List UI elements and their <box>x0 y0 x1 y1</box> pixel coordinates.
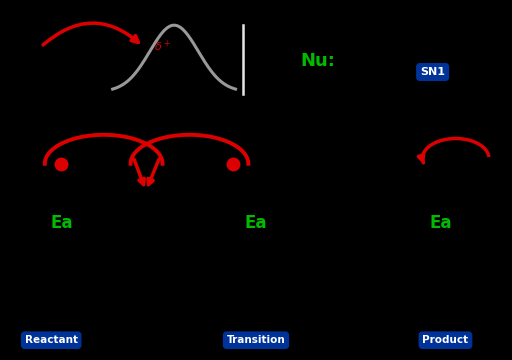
Text: Ea: Ea <box>429 214 452 232</box>
Text: Ea: Ea <box>245 214 267 232</box>
Text: $\delta^+$: $\delta^+$ <box>154 39 170 54</box>
Text: Product: Product <box>422 335 468 345</box>
Text: Reactant: Reactant <box>25 335 78 345</box>
Text: SN1: SN1 <box>420 67 445 77</box>
Text: Ea: Ea <box>50 214 73 232</box>
Text: Nu:: Nu: <box>300 52 335 70</box>
Text: Transition: Transition <box>227 335 285 345</box>
